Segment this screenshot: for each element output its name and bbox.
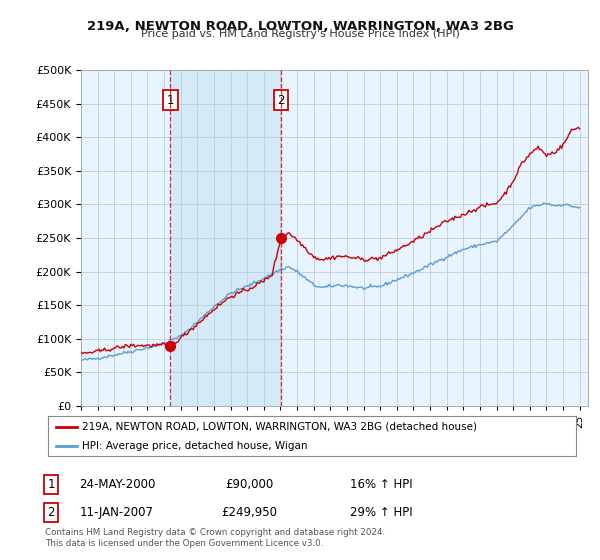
- Text: Contains HM Land Registry data © Crown copyright and database right 2024.
This d: Contains HM Land Registry data © Crown c…: [45, 528, 385, 548]
- Text: 219A, NEWTON ROAD, LOWTON, WARRINGTON, WA3 2BG (detached house): 219A, NEWTON ROAD, LOWTON, WARRINGTON, W…: [82, 422, 478, 432]
- Text: 16% ↑ HPI: 16% ↑ HPI: [350, 478, 412, 491]
- Text: £90,000: £90,000: [225, 478, 273, 491]
- Text: 1: 1: [47, 478, 55, 491]
- Text: 1: 1: [167, 94, 174, 107]
- Text: 11-JAN-2007: 11-JAN-2007: [80, 506, 154, 519]
- Text: 24-MAY-2000: 24-MAY-2000: [79, 478, 155, 491]
- Bar: [170, 70, 281, 406]
- Text: HPI: Average price, detached house, Wigan: HPI: Average price, detached house, Wiga…: [82, 441, 308, 451]
- Text: 29% ↑ HPI: 29% ↑ HPI: [350, 506, 412, 519]
- Text: 2: 2: [277, 94, 285, 107]
- Text: Price paid vs. HM Land Registry's House Price Index (HPI): Price paid vs. HM Land Registry's House …: [140, 29, 460, 39]
- Text: 219A, NEWTON ROAD, LOWTON, WARRINGTON, WA3 2BG: 219A, NEWTON ROAD, LOWTON, WARRINGTON, W…: [86, 20, 514, 32]
- Text: £249,950: £249,950: [221, 506, 277, 519]
- Text: 2: 2: [47, 506, 55, 519]
